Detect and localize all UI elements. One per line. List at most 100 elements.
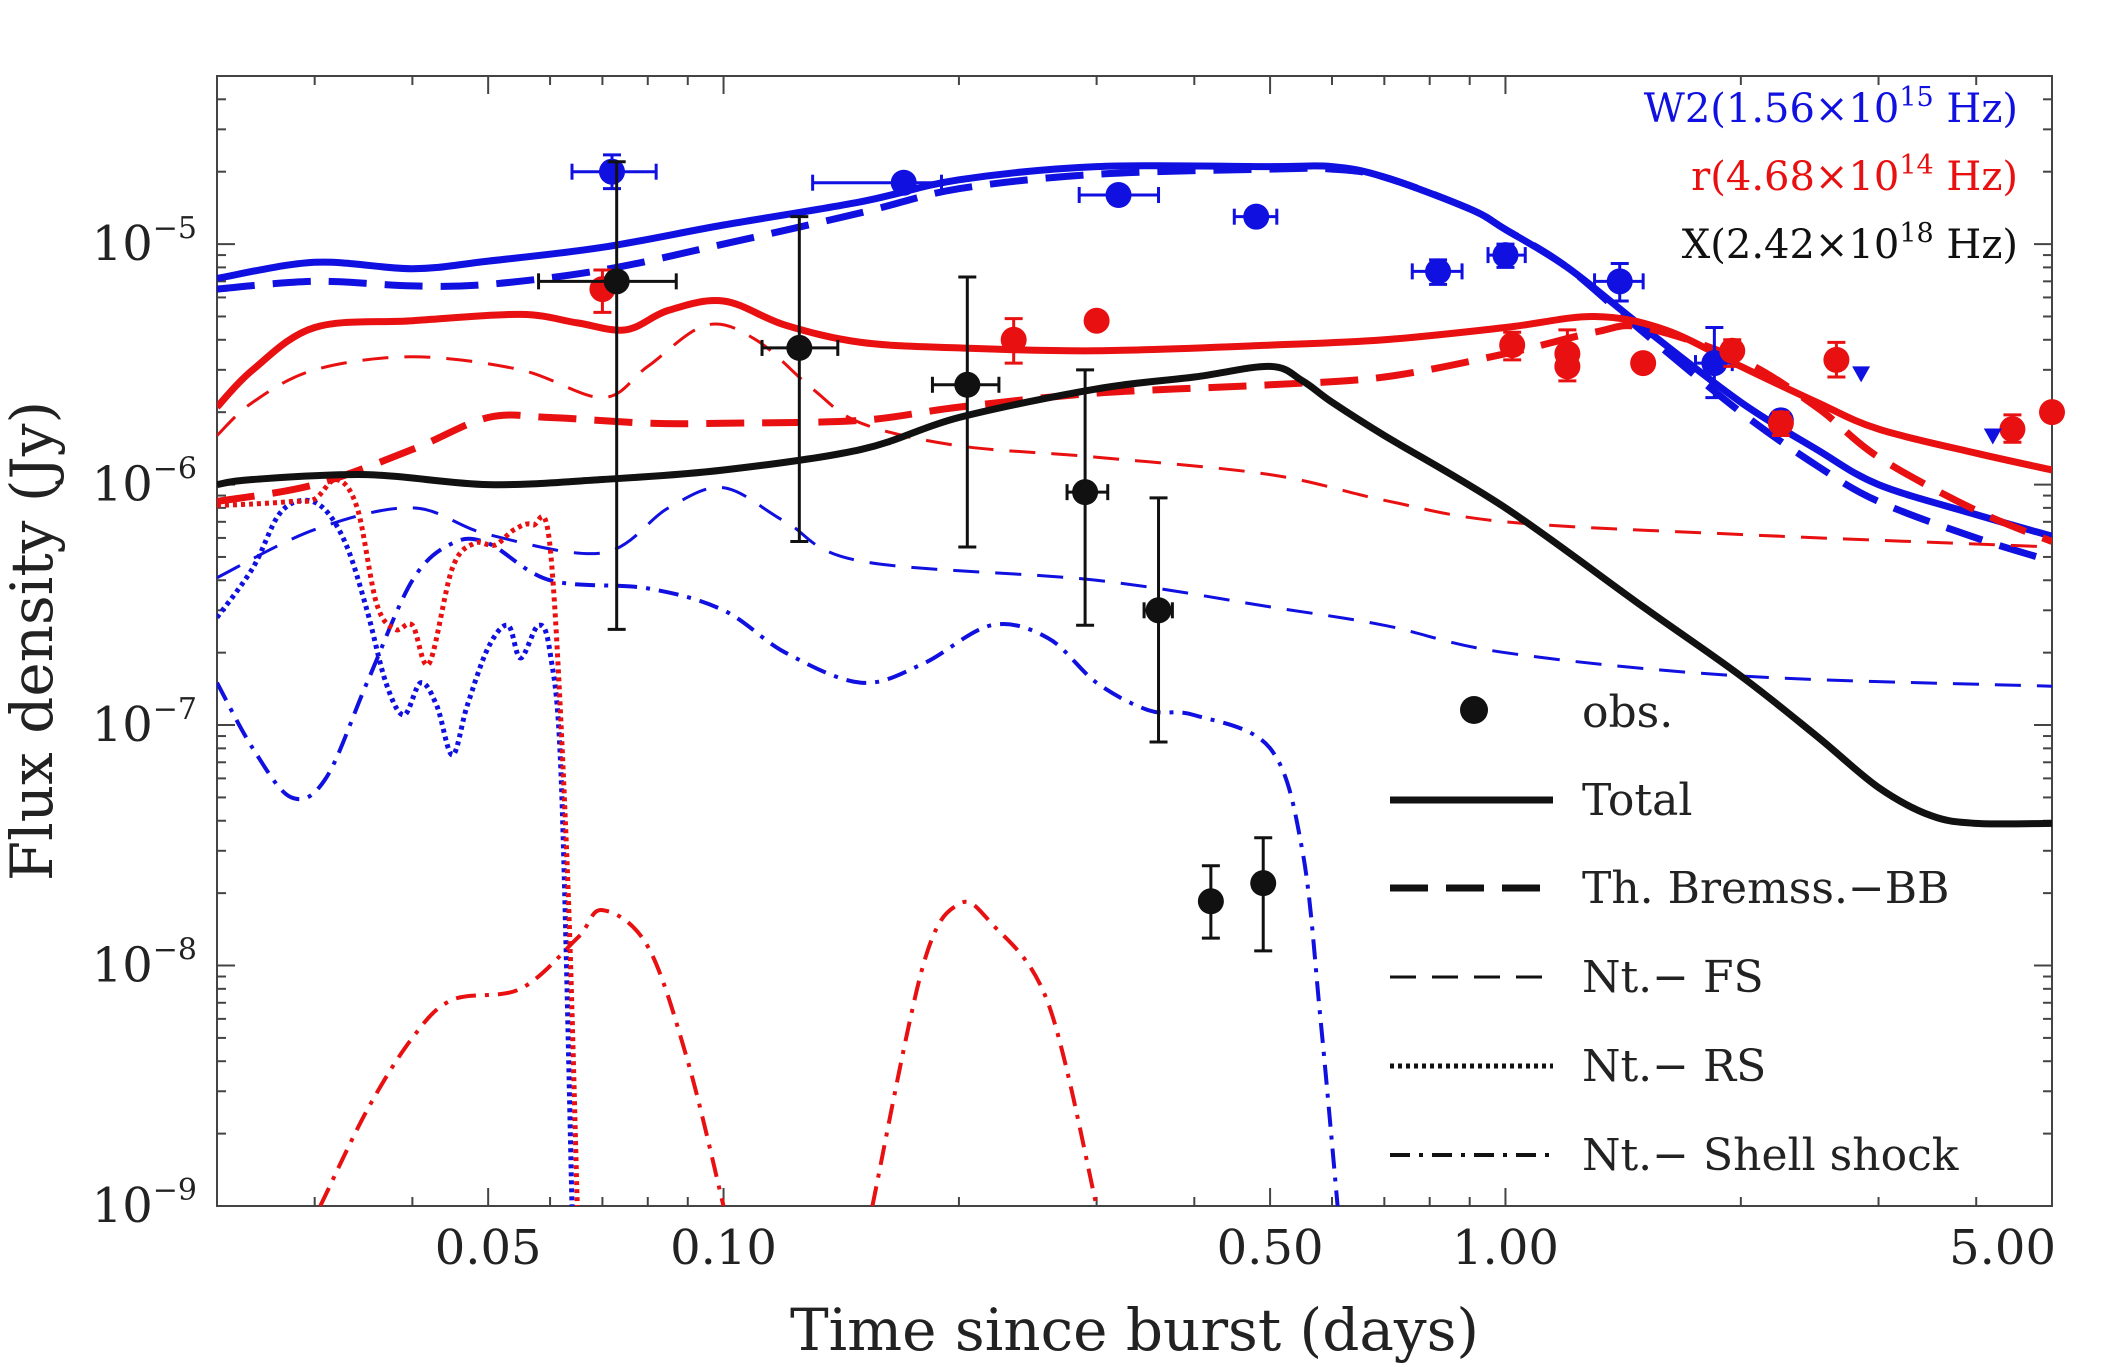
obs-point-w2 xyxy=(1486,242,1527,269)
curve-r-thick-dashed xyxy=(217,322,2052,545)
obs-marker xyxy=(603,268,630,295)
curve-w2-dashdot xyxy=(217,536,1340,1206)
y-tick-label: 10−9 xyxy=(92,1173,197,1234)
band-label-r: r(4.68×1014 Hz) xyxy=(1691,150,2018,200)
legend-label: Nt.− Shell shock xyxy=(1582,1130,1959,1181)
band-label-unit: Hz) xyxy=(1934,222,2018,268)
obs-marker xyxy=(1492,242,1519,269)
y-tick-exponent: −6 xyxy=(153,452,197,487)
obs-point-r xyxy=(1554,353,1581,380)
obs-marker xyxy=(1719,337,1746,364)
y-tick-label: 10−7 xyxy=(92,692,197,753)
obs-point-x xyxy=(1250,836,1277,953)
obs-marker xyxy=(1083,307,1110,334)
obs-point-x xyxy=(760,215,840,543)
band-label-name: W2 xyxy=(1644,86,1711,132)
obs-marker xyxy=(1554,353,1581,380)
upper-limit-marker xyxy=(1852,366,1871,383)
y-tick-exponent: −8 xyxy=(153,933,197,968)
obs-marker xyxy=(1000,326,1027,353)
obs-marker xyxy=(1999,416,2026,443)
band-label-freq: (1.56×10 xyxy=(1710,86,1899,132)
obs-point-w2 xyxy=(1232,203,1279,230)
y-tick-base: 10 xyxy=(92,938,153,994)
obs-marker xyxy=(954,371,981,398)
y-tick-base: 10 xyxy=(92,697,153,753)
y-tick-label: 10−8 xyxy=(92,933,197,994)
obs-point-w2 xyxy=(1593,262,1645,303)
legend-entry: Nt.− Shell shock xyxy=(1390,1130,1959,1181)
obs-point-r xyxy=(1719,337,1746,368)
obs-marker xyxy=(1197,888,1224,915)
band-label-unit: Hz) xyxy=(1934,154,2018,200)
obs-marker xyxy=(1105,182,1132,209)
obs-marker xyxy=(1767,410,1794,437)
curve-r-solid xyxy=(217,296,2052,474)
curve-w2-dotted xyxy=(217,497,575,1206)
x-tick-label: 5.00 xyxy=(1949,1220,2056,1276)
obs-point-x xyxy=(930,275,1001,549)
obs-marker xyxy=(1606,268,1633,295)
legend-entry: Total xyxy=(1390,775,1692,826)
curve-w2-thick-dashed xyxy=(217,164,2052,565)
x-tick-label: 0.05 xyxy=(435,1220,542,1276)
legend-marker xyxy=(1460,696,1488,724)
obs-point-x xyxy=(537,160,678,631)
legend-label: Nt.− FS xyxy=(1582,952,1764,1003)
band-label-exp: 14 xyxy=(1899,150,1933,181)
band-label-name: X xyxy=(1682,222,1711,268)
legend: obs. Total Th. Bremss.−BB Nt.− FS Nt.− RS Nt.… xyxy=(1390,687,1959,1181)
y-tick-exponent: −7 xyxy=(153,692,197,727)
curve-w2-dashed xyxy=(217,485,2052,688)
y-tick-base: 10 xyxy=(92,457,153,513)
obs-marker xyxy=(1823,346,1850,373)
curve-r-dashdot xyxy=(318,908,726,1206)
obs-marker xyxy=(786,334,813,361)
curve-r-dotted xyxy=(217,477,580,1206)
legend-label: Th. Bremss.−BB xyxy=(1582,863,1949,914)
obs-point-r xyxy=(1767,410,1794,437)
legend-label: Nt.− RS xyxy=(1582,1041,1766,1092)
y-axis-title: Flux density (Jy) xyxy=(0,401,66,881)
plot-border xyxy=(216,75,2053,1207)
band-label-exp: 18 xyxy=(1899,218,1933,249)
y-tick-base: 10 xyxy=(92,216,153,272)
obs-point-x xyxy=(1142,496,1174,744)
band-labels: W2(1.56×1015 Hz)r(4.68×1014 Hz)X(2.42×10… xyxy=(1644,82,2018,268)
obs-marker xyxy=(1243,203,1270,230)
x-axis-title: Time since burst (days) xyxy=(790,1296,1479,1364)
obs-point-w2 xyxy=(1410,258,1464,286)
obs-point-r xyxy=(1499,330,1526,362)
y-tick-label: 10−5 xyxy=(92,211,197,272)
obs-point-r xyxy=(1000,317,1027,365)
obs-marker xyxy=(1072,479,1099,506)
x-tick-label: 1.00 xyxy=(1452,1220,1559,1276)
legend-entry: Th. Bremss.−BB xyxy=(1390,863,1949,914)
obs-marker xyxy=(2039,399,2065,426)
legend-entry: obs. xyxy=(1460,687,1673,738)
obs-point-r xyxy=(1999,413,2026,444)
band-label-w2: W2(1.56×1015 Hz) xyxy=(1644,82,2018,132)
obs-point-x xyxy=(1197,864,1224,940)
obs-point-w2 xyxy=(1077,182,1161,209)
obs-marker xyxy=(1250,870,1277,897)
band-label-exp: 15 xyxy=(1899,82,1933,113)
obs-marker xyxy=(1499,332,1526,359)
curve-x-solid xyxy=(217,362,2052,828)
upper-limit-marker xyxy=(1983,428,2002,445)
band-label-x: X(2.42×1018 Hz) xyxy=(1682,218,2018,268)
obs-marker xyxy=(598,158,625,185)
y-tick-base: 10 xyxy=(92,1178,153,1234)
obs-point-r xyxy=(1630,350,1657,377)
obs-point-r xyxy=(2039,399,2065,426)
legend-entry: Nt.− RS xyxy=(1390,1041,1766,1092)
y-tick-exponent: −9 xyxy=(153,1173,197,1208)
obs-point-x xyxy=(1065,368,1110,627)
plot-frame xyxy=(216,75,2053,1207)
obs-point-r xyxy=(1083,307,1110,334)
legend-label: Total xyxy=(1582,775,1692,826)
band-label-freq: (2.42×10 xyxy=(1710,222,1899,268)
band-label-freq: (4.68×10 xyxy=(1710,154,1899,200)
